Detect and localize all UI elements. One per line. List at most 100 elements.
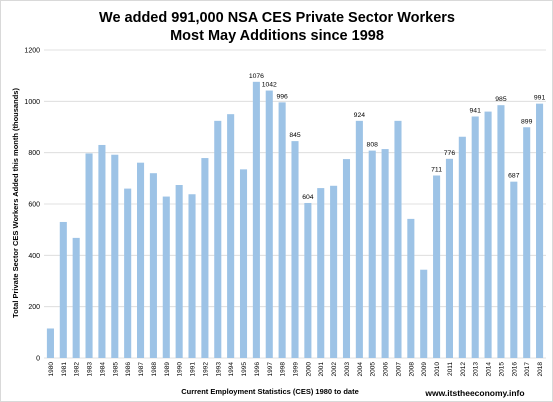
bar bbox=[149, 173, 157, 358]
bar bbox=[227, 114, 235, 359]
data-label: 899 bbox=[521, 118, 533, 125]
x-tick-label: 1989 bbox=[164, 362, 171, 377]
data-label: 808 bbox=[367, 142, 379, 149]
data-label: 991 bbox=[534, 95, 546, 102]
x-tick-label: 1990 bbox=[177, 362, 184, 377]
bar bbox=[317, 188, 325, 358]
x-tick-label: 1983 bbox=[87, 362, 94, 377]
y-tick-label: 1000 bbox=[24, 99, 40, 106]
bar bbox=[162, 196, 170, 358]
x-tick-label: 1998 bbox=[280, 362, 287, 377]
data-label: 941 bbox=[470, 107, 482, 114]
bar bbox=[368, 150, 376, 358]
bar bbox=[59, 221, 67, 358]
x-tick-label: 1993 bbox=[215, 362, 222, 377]
x-tick-label: 1980 bbox=[48, 362, 55, 377]
x-tick-label: 2014 bbox=[486, 362, 493, 377]
x-tick-label: 1994 bbox=[228, 362, 235, 377]
x-tick-label: 1981 bbox=[61, 362, 68, 377]
data-label: 776 bbox=[444, 150, 456, 157]
x-tick-label: 2008 bbox=[408, 362, 415, 377]
x-tick-label: 1984 bbox=[99, 362, 106, 377]
data-label: 985 bbox=[495, 96, 507, 103]
bar bbox=[239, 169, 248, 358]
data-label: 1076 bbox=[249, 73, 264, 80]
data-label: 845 bbox=[289, 132, 301, 139]
bar bbox=[471, 116, 479, 358]
bar bbox=[420, 269, 428, 358]
x-tick-label: 2009 bbox=[421, 362, 428, 377]
x-tick-label: 2015 bbox=[498, 362, 505, 377]
y-tick-labels: 0 200 400 600 800 1000 1200 bbox=[24, 48, 40, 363]
bar bbox=[214, 120, 222, 358]
bar bbox=[98, 144, 106, 358]
bar bbox=[407, 218, 415, 358]
x-tick-label: 2012 bbox=[460, 362, 467, 377]
data-label: 711 bbox=[431, 167, 442, 174]
x-tick-label: 1987 bbox=[138, 362, 145, 377]
bar bbox=[72, 237, 80, 358]
bar bbox=[291, 141, 299, 358]
x-tick-label: 1995 bbox=[241, 362, 248, 377]
bar bbox=[433, 175, 441, 358]
bar bbox=[445, 158, 454, 358]
data-label: 687 bbox=[508, 173, 520, 180]
bar bbox=[265, 90, 273, 358]
x-tick-label: 2001 bbox=[318, 362, 325, 377]
bar bbox=[355, 120, 363, 358]
bar bbox=[523, 127, 531, 358]
x-tick-label: 2011 bbox=[447, 362, 454, 376]
bar bbox=[111, 154, 119, 358]
x-tick-label: 2016 bbox=[511, 362, 518, 377]
x-tick-label: 2000 bbox=[305, 362, 312, 377]
y-tick-label: 600 bbox=[28, 202, 40, 209]
bar bbox=[252, 81, 260, 359]
y-tick-label: 200 bbox=[28, 304, 40, 311]
bar bbox=[175, 185, 183, 358]
x-tick-label: 2010 bbox=[434, 362, 441, 377]
chart-subtitle: Most May Additions since 1998 bbox=[170, 28, 384, 44]
y-tick-label: 0 bbox=[36, 356, 40, 363]
x-tick-label: 1997 bbox=[267, 362, 274, 377]
x-tick-labels: 1980 1981 1982 1983 1984 1985 1986 1987 1988 1989… bbox=[48, 362, 544, 377]
bar bbox=[188, 194, 196, 358]
x-tick-label: 1982 bbox=[74, 362, 81, 377]
x-tick-label: 1999 bbox=[293, 362, 300, 377]
x-tick-label: 1988 bbox=[151, 362, 158, 377]
bar bbox=[458, 136, 466, 358]
bar bbox=[136, 162, 145, 358]
x-tick-label: 1992 bbox=[202, 362, 209, 377]
x-tick-label: 2004 bbox=[357, 362, 364, 377]
bar bbox=[381, 149, 389, 358]
y-axis-label: Total Private Sector CES Workers Added t… bbox=[11, 88, 20, 318]
x-tick-label: 1986 bbox=[125, 362, 132, 377]
x-tick-label: 2005 bbox=[370, 362, 377, 377]
website-credit: www.itstheeconomy.info bbox=[424, 388, 524, 398]
data-label: 604 bbox=[302, 194, 314, 201]
bar bbox=[497, 105, 505, 358]
x-tick-label: 2018 bbox=[537, 362, 544, 377]
x-tick-label: 2006 bbox=[383, 362, 390, 377]
bar bbox=[124, 188, 132, 358]
data-labels: 1076 1042 996 845 604 924 808 711 776 941 985 687 89… bbox=[249, 73, 546, 201]
x-tick-label: 2007 bbox=[395, 362, 402, 377]
x-tick-label: 2003 bbox=[344, 362, 351, 377]
bar bbox=[46, 328, 54, 358]
y-tick-label: 1200 bbox=[24, 48, 40, 55]
chart-title: We added 991,000 NSA CES Private Sector … bbox=[99, 10, 455, 26]
x-tick-label: 1991 bbox=[190, 362, 197, 377]
bar bbox=[330, 185, 338, 358]
bar bbox=[510, 181, 518, 358]
x-axis-label: Current Employment Statistics (CES) 1980… bbox=[181, 387, 359, 396]
x-tick-label: 1985 bbox=[112, 362, 119, 377]
x-tick-label: 2002 bbox=[331, 362, 338, 377]
bar bbox=[201, 158, 209, 358]
bar bbox=[85, 153, 93, 358]
bar bbox=[394, 120, 402, 358]
bar bbox=[536, 103, 544, 358]
data-label: 996 bbox=[276, 93, 288, 100]
x-tick-label: 2013 bbox=[473, 362, 480, 377]
data-label: 924 bbox=[354, 112, 366, 119]
